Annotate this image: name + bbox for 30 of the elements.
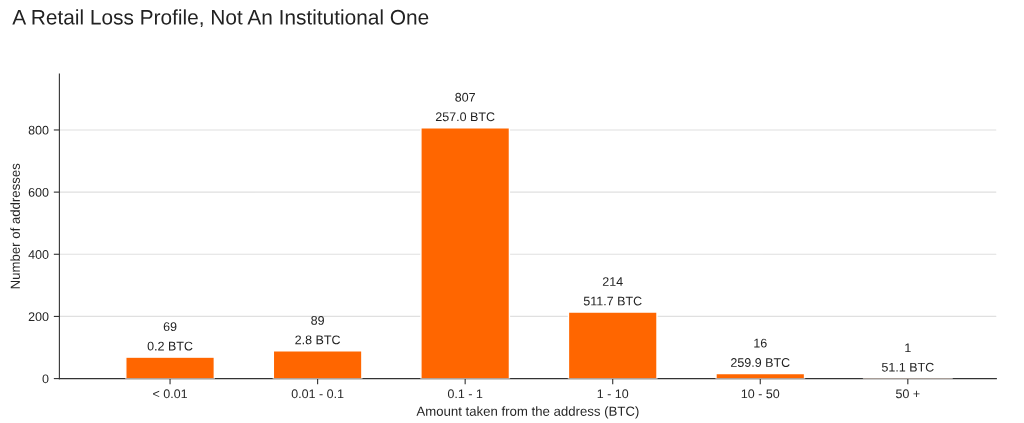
annotation: 51.1 BTC bbox=[881, 362, 934, 372]
data-label: 69 bbox=[163, 322, 177, 332]
y-tick-label: 200 bbox=[28, 312, 49, 322]
bar bbox=[272, 350, 363, 379]
x-tick-label: 0.1 - 1 bbox=[447, 389, 483, 399]
bar bbox=[125, 356, 216, 379]
x-tick-label: < 0.01 bbox=[153, 389, 187, 399]
data-label: 1 bbox=[905, 343, 911, 353]
x-tick-label: 50 + bbox=[895, 389, 920, 399]
y-tick-label: 400 bbox=[28, 250, 49, 259]
x-tick-label: 0.01 - 0.1 bbox=[291, 389, 344, 399]
data-label: 214 bbox=[602, 277, 623, 286]
y-tick-label: 600 bbox=[28, 187, 49, 197]
y-tick-label: 0 bbox=[42, 374, 49, 384]
x-tick-label: 1 - 10 bbox=[597, 389, 629, 399]
annotation: 2.8 BTC bbox=[295, 335, 341, 345]
chart-title: A Retail Loss Profile, Not An Institutional One bbox=[12, 9, 429, 28]
annotation: 259.9 BTC bbox=[731, 358, 790, 367]
x-tick-label: 10 - 50 bbox=[741, 389, 780, 399]
x-axis-title: Amount taken from the address (BTC) bbox=[416, 406, 639, 419]
annotation: 0.2 BTC bbox=[147, 341, 193, 351]
annotation: 257.0 BTC bbox=[435, 112, 495, 122]
annotation: 511.7 BTC bbox=[583, 296, 642, 306]
y-tick-label: 800 bbox=[28, 125, 49, 135]
data-label: 89 bbox=[311, 315, 324, 325]
bar bbox=[567, 311, 658, 379]
y-axis-title: Number of addresses bbox=[10, 163, 20, 289]
data-label: 16 bbox=[754, 338, 767, 348]
data-label: 807 bbox=[455, 92, 475, 102]
bar bbox=[420, 127, 511, 379]
